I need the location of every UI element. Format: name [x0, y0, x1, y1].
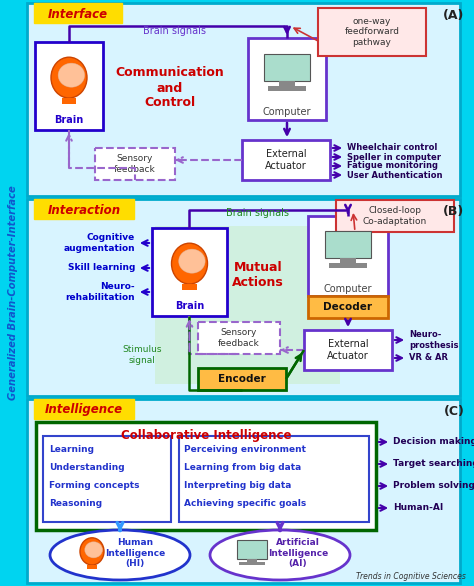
- Bar: [36, 422, 376, 530]
- Text: (B): (B): [443, 206, 465, 219]
- Bar: [198, 368, 286, 390]
- Bar: [308, 296, 388, 318]
- Text: Sensory
feedback: Sensory feedback: [114, 154, 156, 173]
- Text: Decoder: Decoder: [323, 302, 373, 312]
- Text: Communication
and
Control: Communication and Control: [116, 66, 224, 110]
- Bar: [179, 436, 369, 522]
- Bar: [198, 322, 280, 354]
- Text: Problem solving: Problem solving: [393, 482, 474, 490]
- Text: Forming concepts: Forming concepts: [49, 482, 139, 490]
- Text: Trends in Cognitive Sciences: Trends in Cognitive Sciences: [356, 572, 466, 581]
- Bar: [336, 200, 454, 232]
- Text: Learning from big data: Learning from big data: [184, 464, 301, 472]
- Bar: [43, 436, 171, 522]
- Bar: [318, 8, 426, 56]
- Ellipse shape: [50, 530, 190, 580]
- Text: Mutual
Actions: Mutual Actions: [232, 261, 284, 289]
- Bar: [87, 565, 97, 569]
- Ellipse shape: [51, 57, 87, 98]
- Text: External
Actuator: External Actuator: [265, 149, 307, 171]
- Text: Brain signals: Brain signals: [227, 208, 290, 218]
- Text: Fatigue monitoring: Fatigue monitoring: [347, 162, 438, 171]
- Text: (A): (A): [443, 9, 465, 22]
- Text: Computer: Computer: [324, 284, 372, 294]
- Bar: [34, 199, 134, 219]
- Bar: [279, 81, 295, 87]
- Bar: [460, 0, 474, 586]
- Bar: [34, 3, 122, 23]
- Text: Speller in computer: Speller in computer: [347, 152, 441, 162]
- Bar: [308, 216, 388, 296]
- Bar: [35, 42, 103, 130]
- Bar: [325, 231, 371, 258]
- Bar: [152, 228, 227, 316]
- Text: Neuro-
rehabilitation: Neuro- rehabilitation: [65, 282, 135, 302]
- Bar: [242, 140, 330, 180]
- Bar: [340, 258, 356, 264]
- Text: Stimulus
signal: Stimulus signal: [122, 345, 162, 364]
- Bar: [27, 199, 460, 396]
- Ellipse shape: [179, 249, 205, 273]
- Text: Collaborative Intelligence: Collaborative Intelligence: [121, 428, 291, 441]
- Ellipse shape: [80, 538, 104, 565]
- Bar: [34, 399, 134, 419]
- Text: Interface: Interface: [48, 8, 108, 21]
- Bar: [246, 558, 257, 562]
- Bar: [27, 3, 460, 196]
- Bar: [27, 399, 460, 583]
- Text: Generalized Brain-Computer-Interface: Generalized Brain-Computer-Interface: [8, 186, 18, 400]
- Bar: [264, 54, 310, 81]
- Text: External
Actuator: External Actuator: [327, 339, 369, 361]
- Text: Human
Intelligence
(HI): Human Intelligence (HI): [105, 538, 165, 568]
- Bar: [0, 0, 27, 586]
- Text: (C): (C): [444, 406, 465, 418]
- Text: Human-AI: Human-AI: [393, 503, 443, 513]
- Text: Artificial
Intelligence
(AI): Artificial Intelligence (AI): [268, 538, 328, 568]
- Text: Reasoning: Reasoning: [49, 499, 102, 509]
- Text: Cognitive
augmentation: Cognitive augmentation: [64, 233, 135, 253]
- Text: Wheelchair control: Wheelchair control: [347, 144, 438, 152]
- Text: Brain: Brain: [175, 301, 204, 311]
- Bar: [182, 284, 197, 290]
- Text: Learning: Learning: [49, 445, 94, 455]
- Text: Interpreting big data: Interpreting big data: [184, 482, 292, 490]
- Ellipse shape: [172, 243, 208, 284]
- Bar: [329, 264, 367, 268]
- Text: Brain signals: Brain signals: [144, 26, 207, 36]
- Bar: [268, 87, 306, 91]
- Text: Achieving specific goals: Achieving specific goals: [184, 499, 306, 509]
- Text: Closed-loop
Co-adaptation: Closed-loop Co-adaptation: [363, 206, 427, 226]
- Ellipse shape: [210, 530, 350, 580]
- Text: Perceiving environment: Perceiving environment: [184, 445, 306, 455]
- Text: Skill learning: Skill learning: [68, 264, 135, 272]
- Ellipse shape: [58, 63, 84, 87]
- Bar: [62, 98, 76, 104]
- Text: Understanding: Understanding: [49, 464, 125, 472]
- Text: Target searching: Target searching: [393, 459, 474, 468]
- Text: VR & AR: VR & AR: [409, 353, 448, 363]
- Text: Decision making: Decision making: [393, 438, 474, 447]
- Text: Sensory
feedback: Sensory feedback: [218, 328, 260, 347]
- Text: Brain: Brain: [55, 115, 83, 125]
- Text: one-way
feedforward
pathway: one-way feedforward pathway: [345, 17, 400, 47]
- Bar: [248, 38, 326, 120]
- Ellipse shape: [85, 542, 102, 558]
- Text: Computer: Computer: [263, 107, 311, 117]
- Bar: [304, 330, 392, 370]
- Text: Intelligence: Intelligence: [45, 404, 123, 417]
- Bar: [237, 540, 267, 558]
- Bar: [239, 562, 264, 565]
- Text: Encoder: Encoder: [218, 374, 266, 384]
- Text: User Authentication: User Authentication: [347, 171, 443, 179]
- Text: Interaction: Interaction: [47, 203, 120, 216]
- Text: Neuro-
prosthesis: Neuro- prosthesis: [409, 331, 458, 350]
- Bar: [155, 226, 340, 384]
- Bar: [95, 148, 175, 180]
